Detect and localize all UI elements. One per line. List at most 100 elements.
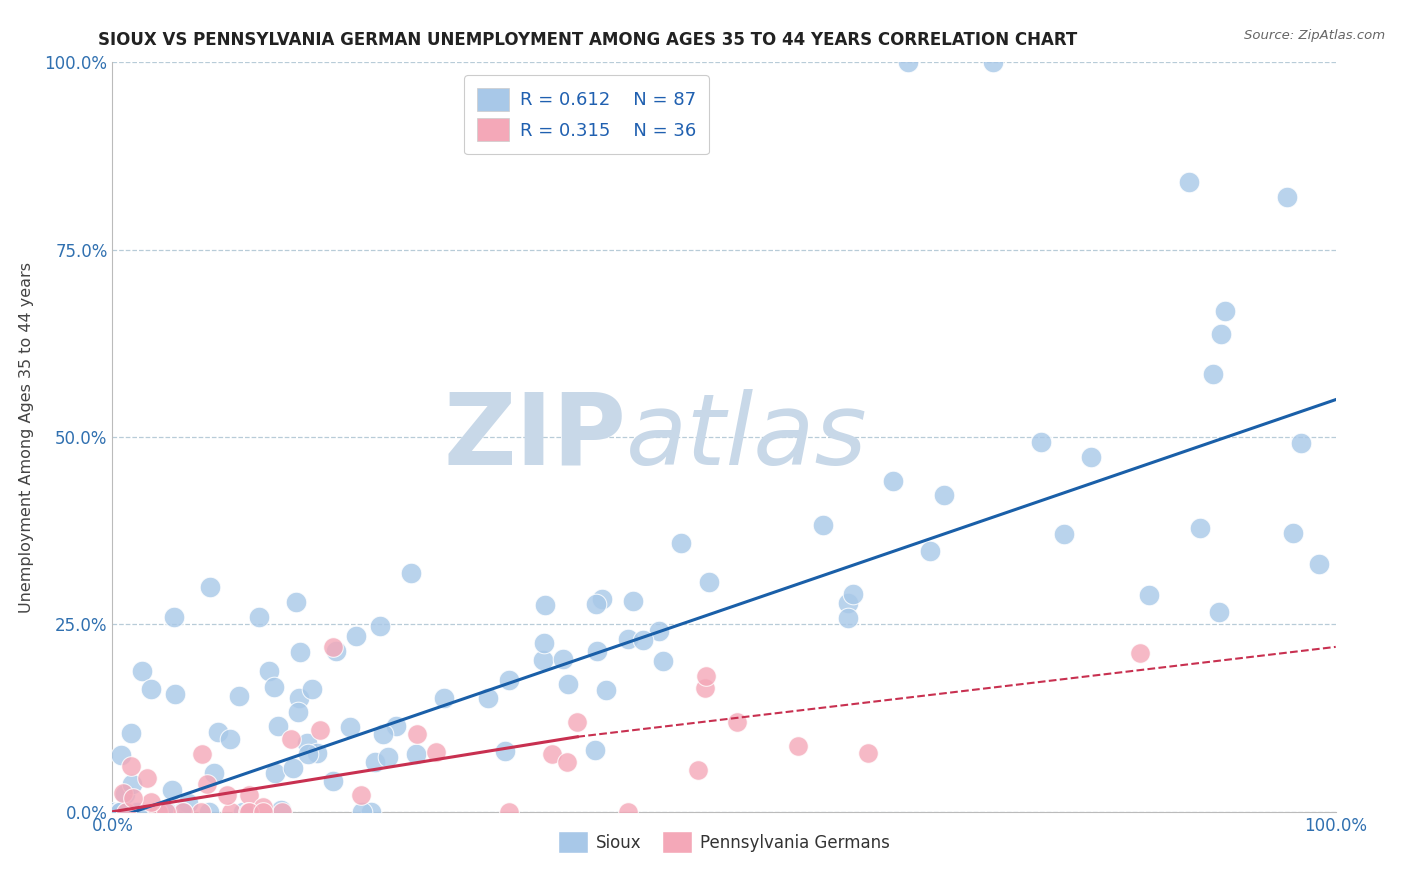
Point <box>585 597 607 611</box>
Point <box>120 725 142 739</box>
Point <box>197 805 219 819</box>
Point <box>405 726 427 740</box>
Point <box>541 747 564 761</box>
Point <box>271 805 294 819</box>
Point <box>131 664 153 678</box>
Point <box>811 518 834 533</box>
Point <box>190 805 212 819</box>
Point <box>725 714 748 729</box>
Point <box>425 745 447 759</box>
Point <box>494 744 516 758</box>
Point <box>252 805 274 819</box>
Point <box>1053 526 1076 541</box>
Point <box>837 596 859 610</box>
Point <box>1202 368 1225 382</box>
Point <box>377 749 399 764</box>
Point <box>1208 605 1230 619</box>
Point <box>368 619 391 633</box>
Point <box>163 610 186 624</box>
Point <box>842 587 865 601</box>
Point <box>1209 326 1232 341</box>
Point <box>257 665 280 679</box>
Point <box>139 796 162 810</box>
Point <box>297 747 319 761</box>
Legend: Sioux, Pennsylvania Germans: Sioux, Pennsylvania Germans <box>551 825 897 860</box>
Point <box>301 682 323 697</box>
Point <box>287 690 309 705</box>
Point <box>267 719 290 733</box>
Point <box>1137 588 1160 602</box>
Point <box>384 719 406 733</box>
Point <box>699 575 721 590</box>
Point <box>595 682 617 697</box>
Point <box>238 805 260 819</box>
Point <box>122 791 145 805</box>
Point <box>405 747 427 762</box>
Point <box>202 765 225 780</box>
Point <box>325 643 347 657</box>
Point <box>103 805 125 819</box>
Point <box>373 726 395 740</box>
Point <box>270 804 292 818</box>
Point <box>287 705 309 719</box>
Point <box>1289 435 1312 450</box>
Point <box>108 805 131 819</box>
Point <box>200 580 222 594</box>
Point <box>932 488 955 502</box>
Point <box>281 761 304 775</box>
Point <box>555 755 578 769</box>
Point <box>531 652 554 666</box>
Point <box>284 595 308 609</box>
Point <box>322 774 344 789</box>
Point <box>617 805 640 819</box>
Point <box>1213 304 1236 318</box>
Point <box>191 747 214 761</box>
Point <box>228 689 250 703</box>
Point <box>498 673 520 687</box>
Point <box>586 644 609 658</box>
Point <box>363 756 385 770</box>
Point <box>856 746 879 760</box>
Point <box>583 742 606 756</box>
Point <box>110 747 132 762</box>
Point <box>695 669 717 683</box>
Point <box>1178 175 1201 189</box>
Point <box>290 645 312 659</box>
Point <box>125 805 148 819</box>
Point <box>631 632 654 647</box>
Point <box>897 55 920 70</box>
Point <box>882 474 904 488</box>
Point <box>108 805 131 819</box>
Point <box>399 566 422 581</box>
Point <box>533 636 555 650</box>
Point <box>477 690 499 705</box>
Point <box>280 731 302 746</box>
Point <box>1275 190 1298 204</box>
Point <box>918 544 941 558</box>
Point <box>360 805 382 819</box>
Point <box>350 788 373 802</box>
Point <box>787 739 810 753</box>
Point <box>295 736 318 750</box>
Point <box>120 758 142 772</box>
Point <box>115 805 138 819</box>
Point <box>1188 521 1211 535</box>
Point <box>195 777 218 791</box>
Point <box>498 805 520 819</box>
Point <box>263 766 285 780</box>
Point <box>111 786 134 800</box>
Point <box>146 805 169 819</box>
Point <box>155 805 177 819</box>
Point <box>1031 434 1053 449</box>
Point <box>141 682 163 697</box>
Point <box>591 592 613 607</box>
Point <box>1308 557 1330 571</box>
Point <box>621 594 644 608</box>
Point <box>247 610 270 624</box>
Text: Source: ZipAtlas.com: Source: ZipAtlas.com <box>1244 29 1385 42</box>
Point <box>1080 450 1102 465</box>
Point <box>232 805 254 819</box>
Point <box>981 55 1004 70</box>
Point <box>162 783 184 797</box>
Point <box>693 681 716 696</box>
